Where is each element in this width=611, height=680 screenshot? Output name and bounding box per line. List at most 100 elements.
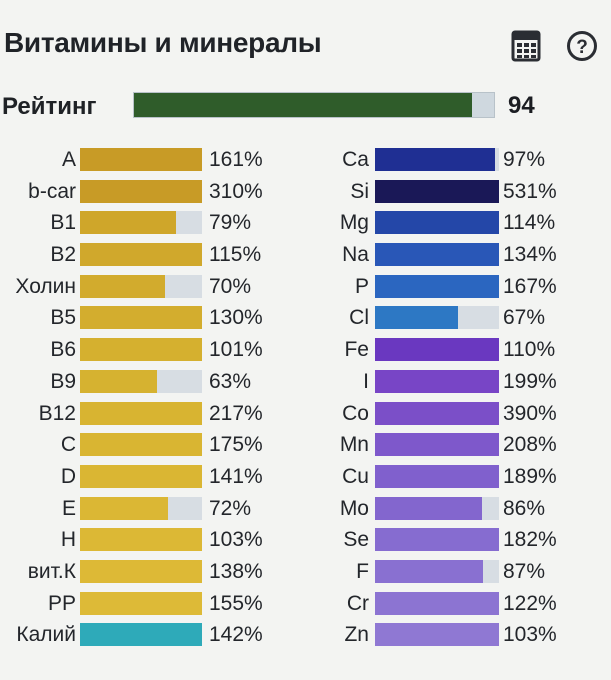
mineral-label: Co [342,401,369,425]
vitamin-label: B12 [38,401,76,425]
mineral-label: Cl [349,306,369,330]
mineral-percent: 103% [503,623,557,647]
mineral-percent: 134% [503,243,557,267]
mineral-label: Se [343,528,369,552]
mineral-label: Mn [339,433,369,457]
mineral-percent: 97% [503,148,546,171]
mineral-bar [375,623,499,647]
mineral-row: I 199% [305,367,611,399]
vitamin-label: вит.К [27,559,76,583]
mineral-percent: 167% [503,274,557,298]
vitamin-label: B1 [50,211,76,235]
mineral-row: Fe 110% [305,335,611,367]
vitamin-label: B5 [50,306,76,330]
vitamin-row: Калий 142% [0,620,300,652]
mineral-label: Fe [344,338,369,362]
vitamin-row: B6 101% [0,335,300,367]
mineral-bar [375,369,499,393]
mineral-bar [375,528,499,552]
vitamin-bar [80,623,202,647]
vitamin-percent: 101% [209,338,263,362]
mineral-row: Co 390% [305,399,611,431]
vitamin-bar [80,433,202,457]
vitamin-bar [80,274,202,298]
vitamin-row: b-car 310% [0,177,300,209]
mineral-row: Cl 67% [305,303,611,335]
rating-bar [133,92,495,118]
vitamin-bar-fill [80,401,202,425]
vitamin-bar-fill [80,179,202,203]
mineral-bar [375,338,499,362]
mineral-percent: 86% [503,496,546,520]
mineral-percent: 390% [503,401,557,425]
vitamin-percent: 155% [209,591,263,615]
mineral-label: P [354,274,369,298]
mineral-bar-fill [375,401,499,425]
vitamin-percent: 79% [209,211,252,235]
mineral-bar [375,274,499,298]
vitamin-row: B5 130% [0,303,300,335]
vitamin-bar [80,179,202,203]
vitamin-percent: 138% [209,559,263,583]
vitamin-percent: 175% [209,433,263,457]
mineral-bar [375,464,499,488]
vitamin-bar-fill [80,148,202,171]
mineral-bar-fill [375,148,496,171]
vitamin-percent: 70% [209,274,252,298]
mineral-bar-fill [375,211,499,235]
vitamin-percent: 142% [209,623,263,647]
mineral-bar-fill [375,306,459,330]
vitamin-row: H 103% [0,525,300,557]
mineral-bar [375,179,499,203]
header: Витамины и минералы ? [0,0,611,84]
vitamin-label: C [60,433,76,457]
mineral-percent: 110% [503,338,556,362]
vitamin-bar-fill [80,528,202,552]
minerals-list: Ca 97% Si 531% Mg 114% Na 134% P 167% Cl 67% Fe 110% I… [305,145,611,652]
vitamin-bar [80,591,202,615]
mineral-label: I [363,369,369,393]
vitamin-bar-fill [80,623,202,647]
svg-text:?: ? [576,37,588,58]
vitamin-label: H [60,528,76,552]
mineral-bar-fill [375,179,499,203]
mineral-bar-fill [375,464,499,488]
vitamin-bar-fill [80,306,202,330]
vitamin-label: B9 [50,369,76,393]
vitamin-row: Холин 70% [0,272,300,304]
mineral-row: Cr 122% [305,589,611,621]
vitamin-bar-fill [80,338,202,362]
rating-label: Рейтинг [2,93,97,120]
vitamin-bar-fill [80,591,202,615]
vitamin-row: B2 115% [0,240,300,272]
page-title: Витамины и минералы [4,27,322,58]
mineral-percent: 208% [503,433,557,457]
vitamin-bar-fill [80,464,202,488]
mineral-bar-fill [375,433,499,457]
vitamin-label: A [61,148,76,171]
vitamin-label: Калий [16,623,76,647]
vitamin-row: D 141% [0,462,300,494]
vitamin-bar [80,369,202,393]
mineral-row: Cu 189% [305,462,611,494]
vitamin-label: b-car [28,179,76,203]
calculator-icon[interactable] [510,29,542,63]
mineral-label: Mg [339,211,369,235]
mineral-percent: 531% [503,179,557,203]
mineral-label: Cr [346,591,369,615]
mineral-row: Si 531% [305,177,611,209]
mineral-bar [375,243,499,267]
mineral-label: Na [342,243,369,267]
rating-value: 94 [508,92,535,119]
vitamin-bar [80,211,202,235]
mineral-bar-fill [375,528,499,552]
mineral-row: Ca 97% [305,145,611,177]
vitamin-row: A 161% [0,145,300,177]
vitamin-percent: 161% [209,148,263,171]
vitamin-bar-fill [80,559,202,583]
mineral-percent: 122% [503,591,557,615]
rating-bar-fill [134,93,473,117]
mineral-percent: 67% [503,306,546,330]
vitamin-bar-fill [80,496,168,520]
help-icon[interactable]: ? [565,29,597,63]
